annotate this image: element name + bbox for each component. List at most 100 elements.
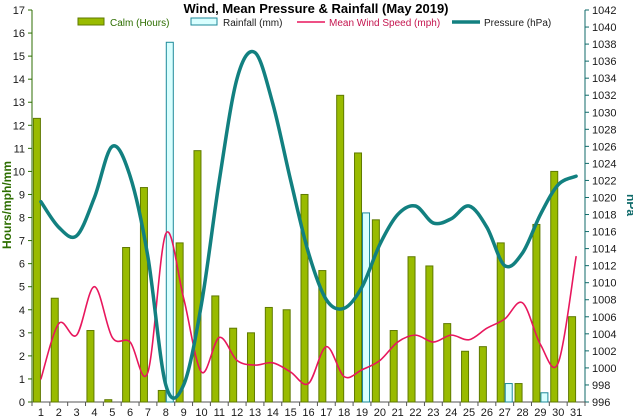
calm-bar [300,193,309,403]
x-tick-label: 21 [392,407,404,419]
x-tick-label: 4 [91,407,97,419]
y-right-tick-label: 1010 [592,278,616,290]
calm-bar [371,219,380,403]
x-tick-label: 31 [570,407,582,419]
x-tick-label: 22 [409,407,421,419]
legend-swatch [190,17,218,26]
lines [39,49,578,400]
calm-bar [443,323,452,403]
y-left-tick-label: 16 [13,28,25,40]
calm-bar [86,330,95,403]
calm-bar [32,117,41,403]
y-right-tick-label: 1002 [592,346,616,358]
x-tick-label: 14 [267,407,279,419]
y-right-tick-label: 1042 [592,5,616,17]
y-left-tick-label: 7 [19,236,25,248]
y-right-tick-label: 1026 [592,141,616,153]
legend: Calm (Hours) Rainfall (mm) Mean Wind Speed… [77,17,551,29]
rainfall-bar [165,41,174,403]
y-right-tick-label: 1036 [592,56,616,68]
y-right-tick-label: 1032 [592,90,616,102]
x-tick-label: 13 [249,407,261,419]
rainfall-bar [504,383,513,403]
y-right-tick-label: 1016 [592,227,616,239]
y-right-tick-label: 1008 [592,295,616,307]
x-tick-label: 7 [145,407,151,419]
y-left-tick-label: 4 [19,305,25,317]
y-left-tick-label: 12 [13,120,25,132]
calm-bar [139,187,148,403]
calm-bar [407,256,416,403]
x-tick-label: 9 [181,407,187,419]
y-right-tick-label: 1014 [592,244,616,256]
legend-swatch [77,17,105,26]
y-right-tick-label: 1038 [592,39,616,51]
y-left-tick-label: 3 [19,328,25,340]
y-right-tick-label: 1004 [592,329,616,341]
x-tick-label: 20 [374,407,386,419]
y-left-tick-label: 0 [19,397,25,409]
x-tick-label: 26 [481,407,493,419]
y-left-tick-label: 2 [19,351,25,363]
x-tick-label: 19 [356,407,368,419]
y-right-tick-label: 1040 [592,22,616,34]
x-tick-label: 8 [163,407,169,419]
y-left-tick-label: 14 [13,74,25,86]
y-left-tick-label: 5 [19,282,25,294]
calm-bar [229,327,238,403]
x-tick-label: 15 [285,407,297,419]
y-right-tick-label: 1006 [592,312,616,324]
y-left-tick-label: 8 [19,213,25,225]
calm-bar [354,152,363,403]
calm-bar [425,265,434,403]
x-tick-label: 23 [427,407,439,419]
x-tick-label: 24 [445,407,457,419]
rainfall-bar [540,392,549,403]
x-tick-label: 25 [463,407,475,419]
y-axis-right-label: hPa [624,194,633,216]
calm-bar [461,350,470,403]
y-left-tick-label: 9 [19,189,25,201]
y-left-tick-label: 6 [19,259,25,271]
y-right-tick-label: 998 [592,380,610,392]
y-right-tick-label: 1018 [592,210,616,222]
y-left-tick-label: 13 [13,97,25,109]
x-tick-label: 27 [499,407,511,419]
legend-label: Mean Wind Speed (mph) [329,18,440,29]
y-left-tick-label: 17 [13,5,25,17]
calm-bar [478,346,487,403]
y-axis-left-label: Hours/mph/mm [0,161,14,249]
y-right-tick-label: 1028 [592,124,616,136]
calm-bar [246,332,255,403]
calm-bar [514,383,523,403]
wind-speed-line [40,231,577,386]
calm-bar [264,306,273,403]
calm-bar [211,295,220,403]
y-right-tick-label: 1034 [592,73,616,85]
y-left-tick-label: 10 [13,166,25,178]
calm-bar [50,297,59,403]
legend-label: Calm (Hours) [110,18,169,29]
legend-label: Pressure (hPa) [484,18,551,29]
x-tick-label: 11 [214,407,225,419]
x-tick-label: 16 [302,407,314,419]
y-right-tick-label: 996 [592,397,610,409]
x-tick-label: 1 [38,407,44,419]
x-tick-label: 28 [516,407,528,419]
y-right-tick-label: 1024 [592,158,616,170]
pressure-line [39,49,578,400]
x-tick-label: 10 [195,407,207,419]
y-left-tick-label: 11 [14,143,25,155]
x-tick-label: 17 [320,407,332,419]
y-right-tick-label: 1012 [592,261,616,273]
x-tick-label: 12 [231,407,243,419]
x-tick-label: 29 [534,407,546,419]
y-right-tick-label: 1000 [592,363,616,375]
x-tick-label: 5 [109,407,115,419]
calm-bar [122,247,131,403]
calm-bar [568,316,577,403]
y-left-tick-label: 1 [19,374,25,386]
calm-bar [175,242,184,403]
